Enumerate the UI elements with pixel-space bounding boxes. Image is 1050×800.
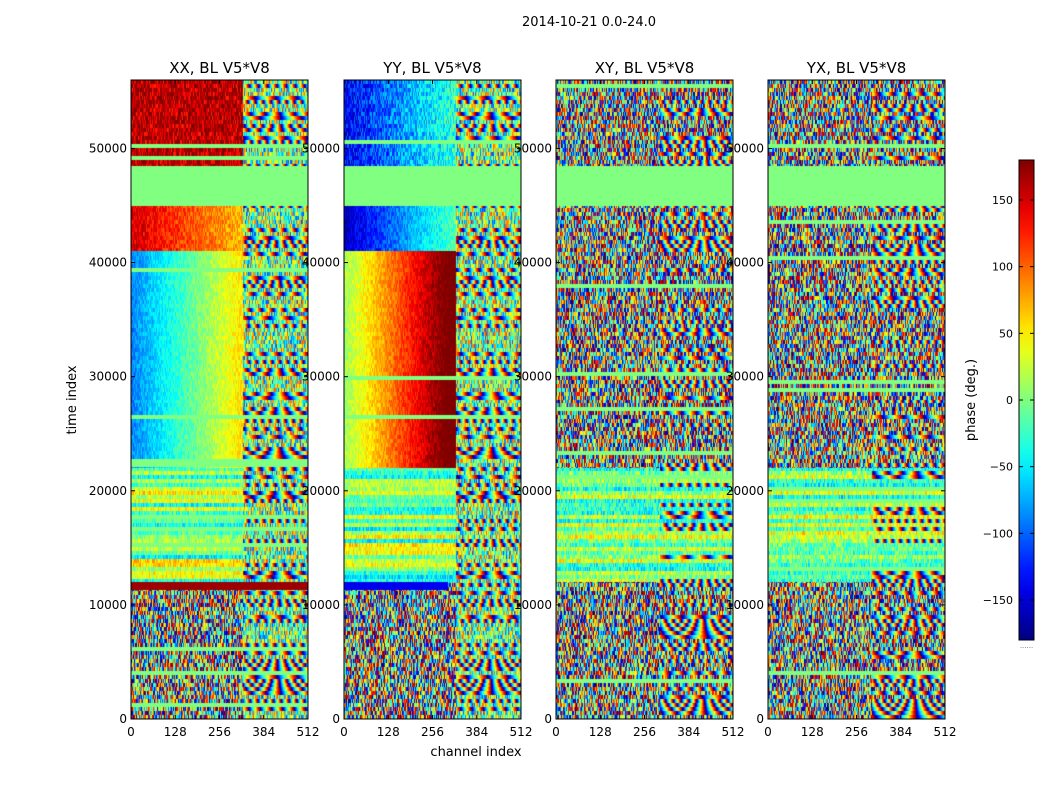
y-tick-label: 40000 <box>302 256 340 270</box>
colorbar-tick-label: −150 <box>983 594 1013 607</box>
x-tick-label: 0 <box>127 725 135 739</box>
panel-title: XX, BL V5*V8 <box>169 59 270 77</box>
x-tick-label: 256 <box>845 725 868 739</box>
y-tick-label: 10000 <box>514 598 552 612</box>
y-tick-label: 40000 <box>89 256 127 270</box>
x-axis-label: channel index <box>430 745 521 760</box>
x-tick-label: 512 <box>934 725 957 739</box>
y-tick-label: 30000 <box>89 370 127 384</box>
y-tick-label: 20000 <box>302 484 340 498</box>
colorbar-footer: ...... <box>1020 642 1033 650</box>
y-tick-label: 20000 <box>89 484 127 498</box>
x-tick-label: 0 <box>764 725 772 739</box>
colorbar-tick-label: −50 <box>990 461 1013 474</box>
y-axis-label: time index <box>65 365 80 434</box>
y-tick-label: 0 <box>332 712 340 726</box>
heatmap-yy <box>344 80 521 719</box>
colorbar-tick-label: 0 <box>1006 394 1013 407</box>
x-tick-label: 384 <box>677 725 700 739</box>
panels-group: XX, BL V5*V8 0 128 256 384 512 0 10000 20000 3000… <box>89 59 957 739</box>
y-tick-label: 30000 <box>302 370 340 384</box>
panel-xy: XY, BL V5*V8 0 128 256 384 512 0 10000 20000 3000… <box>514 59 745 739</box>
x-tick-label: 128 <box>164 725 187 739</box>
heatmap-xx <box>131 80 308 719</box>
y-tick-label: 10000 <box>89 598 127 612</box>
panel-yx: YX, BL V5*V8 0 128 256 384 512 0 10000 20000 3000… <box>726 59 957 739</box>
panel-title: YX, BL V5*V8 <box>806 59 907 77</box>
y-tick-label: 10000 <box>302 598 340 612</box>
y-tick-label: 40000 <box>514 256 552 270</box>
y-tick-label: 40000 <box>726 256 764 270</box>
x-tick-label: 256 <box>208 725 231 739</box>
x-tick-label: 128 <box>377 725 400 739</box>
x-tick-label: 128 <box>589 725 612 739</box>
y-tick-label: 50000 <box>514 141 552 155</box>
x-tick-label: 384 <box>465 725 488 739</box>
y-tick-label: 30000 <box>726 370 764 384</box>
colorbar-label: phase (deg.) <box>964 359 979 441</box>
heatmap-xy <box>556 80 733 719</box>
y-tick-label: 50000 <box>302 141 340 155</box>
colorbar-tick-label: 150 <box>992 194 1013 207</box>
x-tick-label: 512 <box>297 725 320 739</box>
panel-title: YY, BL V5*V8 <box>382 59 481 77</box>
figure-title: 2014-10-21 0.0-24.0 <box>522 15 656 30</box>
x-tick-label: 0 <box>340 725 348 739</box>
x-tick-label: 0 <box>552 725 560 739</box>
colorbar-tick-label: 100 <box>992 261 1013 274</box>
x-tick-label: 512 <box>510 725 533 739</box>
x-tick-label: 512 <box>722 725 745 739</box>
x-tick-label: 384 <box>889 725 912 739</box>
heatmap-yx <box>768 80 945 719</box>
y-tick-label: 20000 <box>514 484 552 498</box>
colorbar-tick-label: 50 <box>999 327 1013 340</box>
y-tick-label: 30000 <box>514 370 552 384</box>
y-tick-label: 0 <box>544 712 552 726</box>
x-tick-label: 128 <box>801 725 824 739</box>
y-tick-label: 50000 <box>726 141 764 155</box>
y-tick-label: 0 <box>119 712 127 726</box>
y-tick-label: 20000 <box>726 484 764 498</box>
y-tick-label: 50000 <box>89 141 127 155</box>
x-tick-label: 256 <box>421 725 444 739</box>
x-tick-label: 256 <box>633 725 656 739</box>
panel-yy: YY, BL V5*V8 0 128 256 384 512 0 10000 20000 3000… <box>302 59 533 739</box>
panel-xx: XX, BL V5*V8 0 128 256 384 512 0 10000 20000 3000… <box>89 59 320 739</box>
x-tick-label: 384 <box>252 725 275 739</box>
panel-title: XY, BL V5*V8 <box>595 59 695 77</box>
colorbar-tick-label: −100 <box>983 527 1013 540</box>
y-tick-label: 10000 <box>726 598 764 612</box>
y-tick-label: 0 <box>756 712 764 726</box>
colorbar: −150 −100 −50 0 50 100 150 phase (deg.)...... <box>964 159 1035 650</box>
